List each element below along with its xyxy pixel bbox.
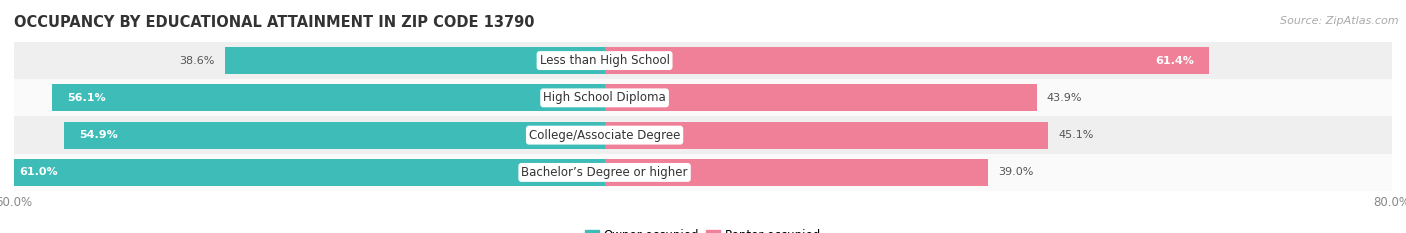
Bar [65,122,605,149]
Bar [14,42,1392,79]
Bar [4,159,605,186]
Text: 61.0%: 61.0% [18,168,58,177]
Text: OCCUPANCY BY EDUCATIONAL ATTAINMENT IN ZIP CODE 13790: OCCUPANCY BY EDUCATIONAL ATTAINMENT IN Z… [14,15,534,30]
Text: 45.1%: 45.1% [1059,130,1094,140]
Text: Source: ZipAtlas.com: Source: ZipAtlas.com [1281,16,1399,26]
Bar [605,84,1036,111]
Legend: Owner-occupied, Renter-occupied: Owner-occupied, Renter-occupied [585,229,821,233]
Text: 39.0%: 39.0% [998,168,1033,177]
Text: 56.1%: 56.1% [67,93,105,103]
Bar [605,122,1049,149]
Text: Bachelor’s Degree or higher: Bachelor’s Degree or higher [522,166,688,179]
Text: College/Associate Degree: College/Associate Degree [529,129,681,142]
Bar [14,116,1392,154]
Text: Less than High School: Less than High School [540,54,669,67]
Text: High School Diploma: High School Diploma [543,91,666,104]
Text: 54.9%: 54.9% [79,130,118,140]
Bar [52,84,605,111]
Text: 43.9%: 43.9% [1046,93,1083,103]
Bar [14,79,1392,116]
Text: 38.6%: 38.6% [180,56,215,65]
Bar [225,47,605,74]
Text: 61.4%: 61.4% [1156,56,1194,65]
Bar [605,47,1209,74]
Bar [14,154,1392,191]
Bar [605,159,988,186]
